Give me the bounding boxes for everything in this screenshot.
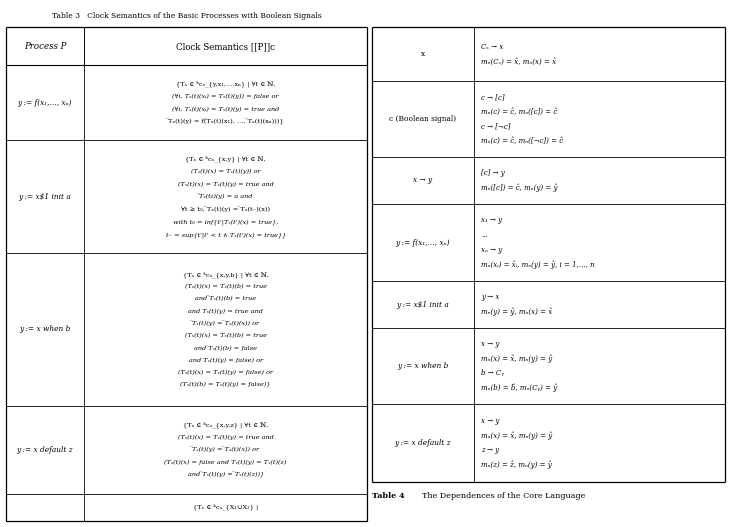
Text: y := f(x₁,..., xₙ): y := f(x₁,..., xₙ) <box>396 239 450 247</box>
Text: (Tₓ(t)(x) = Tₓ(t)(y) = false) or: (Tₓ(t)(x) = Tₓ(t)(y) = false) or <box>178 369 273 375</box>
Text: with t₀ = inf{t'|Tₓ(t')(x) = true},: with t₀ = inf{t'|Tₓ(t')(x) = true}, <box>173 219 278 225</box>
Text: mₙ(xᵢ) = x̂ᵢ, mₙ(y) = ŷ, i = 1,..., n: mₙ(xᵢ) = x̂ᵢ, mₙ(y) = ŷ, i = 1,..., n <box>481 260 595 269</box>
Text: Cₓ → x: Cₓ → x <box>481 43 504 51</box>
Text: y := x default z: y := x default z <box>17 446 73 454</box>
Text: mₙ(c) = ĉ, mₙ([¬c]) = ĉ: mₙ(c) = ĉ, mₙ([¬c]) = ĉ <box>481 137 564 145</box>
Text: y := x$1 init a: y := x$1 init a <box>18 193 71 201</box>
Text: {Tₓ ∈ ᵏcₓ_{X₁∪X₂} |: {Tₓ ∈ ᵏcₓ_{X₁∪X₂} | <box>193 504 258 511</box>
Text: (Tₓ(t)(b) = Tₓ(t)(y) = false)}: (Tₓ(t)(b) = Tₓ(t)(y) = false)} <box>180 382 271 387</box>
Text: mₙ(c) = ĉ, mₙ([c]) = ĉ: mₙ(c) = ĉ, mₙ([c]) = ĉ <box>481 108 558 116</box>
Text: mₙ(b) = b̂, mₙ(Cᵧ) = ŷ: mₙ(b) = b̂, mₙ(Cᵧ) = ŷ <box>481 384 558 393</box>
Text: and Tₓ(t)(y) = true and: and Tₓ(t)(y) = true and <box>188 308 263 314</box>
Text: x₁ → y: x₁ → y <box>481 217 502 225</box>
Text: (∀i, Tₓ(t)(xᵢ) = Tₓ(t)(y) = true and: (∀i, Tₓ(t)(xᵢ) = Tₓ(t)(y) = true and <box>172 106 279 112</box>
Text: b → Cᵧ: b → Cᵧ <box>481 369 504 377</box>
Text: y → x: y → x <box>481 293 499 301</box>
Text: mₙ(Cₓ) = x̂, mₙ(x) = x̂: mₙ(Cₓ) = x̂, mₙ(x) = x̂ <box>481 57 556 65</box>
Text: Table 4: Table 4 <box>372 492 405 501</box>
Text: c → [¬c]: c → [¬c] <box>481 122 510 131</box>
Text: ̅Tₓ(t₀)(y) = a and: ̅Tₓ(t₀)(y) = a and <box>199 194 252 199</box>
Text: y := x when b: y := x when b <box>19 325 71 334</box>
Text: mₙ(z) = ẑ, mₙ(y) = ŷ: mₙ(z) = ẑ, mₙ(y) = ŷ <box>481 461 552 469</box>
Text: and ̅Tₓ(t)(b) = false: and ̅Tₓ(t)(b) = false <box>194 345 257 350</box>
Text: ̅Tₓ(t)(y) = f(̅Tₓ(t)(x₁), ..., ̅Tₓ(t)(xₙ)))}: ̅Tₓ(t)(y) = f(̅Tₓ(t)(x₁), ..., ̅Tₓ(t)(xₙ… <box>168 119 284 125</box>
Text: {Tₓ ∈ ᵏcₓ_{x,y,z} | ∀t ∈ ℕ,: {Tₓ ∈ ᵏcₓ_{x,y,z} | ∀t ∈ ℕ, <box>183 421 268 428</box>
Text: mₙ(x) = x̂, mₙ(y) = ŷ: mₙ(x) = x̂, mₙ(y) = ŷ <box>481 431 553 440</box>
Text: y := x$1 init a: y := x$1 init a <box>397 300 449 309</box>
Text: mₙ([c]) = ĉ, mₙ(y) = ŷ: mₙ([c]) = ĉ, mₙ(y) = ŷ <box>481 183 558 192</box>
Text: x → y: x → y <box>481 340 499 348</box>
Text: Process P: Process P <box>23 42 66 51</box>
Text: {Tₓ ∈ ᵏcₓ_{y,x₁,...,xₙ} | ∀t ∈ ℕ,: {Tₓ ∈ ᵏcₓ_{y,x₁,...,xₙ} | ∀t ∈ ℕ, <box>176 81 276 87</box>
Text: (∀i, Tₓ(t)(xᵢ) = Tₓ(t)(y)) = false or: (∀i, Tₓ(t)(xᵢ) = Tₓ(t)(y)) = false or <box>172 94 279 99</box>
Text: ...: ... <box>481 231 488 239</box>
Text: x → y: x → y <box>481 417 499 425</box>
Text: Clock Semantics [[P]]ᴄ: Clock Semantics [[P]]ᴄ <box>176 42 275 51</box>
Text: (Tₓ(t)(x) = Tₓ(t)(b) = true: (Tₓ(t)(x) = Tₓ(t)(b) = true <box>184 333 267 338</box>
Text: mₙ(y) = ŷ, mₙ(x) = x̂: mₙ(y) = ŷ, mₙ(x) = x̂ <box>481 308 553 316</box>
Text: mₙ(x) = x̂, mₙ(y) = ŷ: mₙ(x) = x̂, mₙ(y) = ŷ <box>481 354 553 363</box>
Text: and ̅Tₓ(t)(y) = ̅Tₓ(t)(z))}: and ̅Tₓ(t)(y) = ̅Tₓ(t)(z))} <box>187 472 264 478</box>
Text: y := f(x₁,..., xₙ): y := f(x₁,..., xₙ) <box>17 99 72 107</box>
Text: and ̅Tₓ(t)(b) = true: and ̅Tₓ(t)(b) = true <box>195 296 256 301</box>
Text: c → [c]: c → [c] <box>481 93 504 101</box>
Text: {Tₓ ∈ ᵏcₓ_{x,y,b} | ∀t ∈ ℕ,: {Tₓ ∈ ᵏcₓ_{x,y,b} | ∀t ∈ ℕ, <box>183 271 268 278</box>
Text: {Tₓ ∈ ᵏcₓ_{x,y} | ∀t ∈ ℕ,: {Tₓ ∈ ᵏcₓ_{x,y} | ∀t ∈ ℕ, <box>185 155 266 162</box>
Text: and Tₓ(t)(y) = false) or: and Tₓ(t)(y) = false) or <box>189 357 262 363</box>
Text: xₙ → y: xₙ → y <box>481 246 502 254</box>
Text: (Tₓ(t)(x) = Tₓ(t)(y)) or: (Tₓ(t)(x) = Tₓ(t)(y)) or <box>191 169 260 174</box>
Text: (Tₓ(t)(x) = Tₓ(t)(y) = true and: (Tₓ(t)(x) = Tₓ(t)(y) = true and <box>178 181 273 187</box>
Text: z → y: z → y <box>481 446 499 454</box>
Text: [c] → y: [c] → y <box>481 169 505 177</box>
Text: ̅Tₓ(t)(y) = ̅Tₓ(t)(x)) or: ̅Tₓ(t)(y) = ̅Tₓ(t)(x)) or <box>192 320 260 326</box>
Text: ̅Tₓ(t)(y) = ̅Tₓ(t)(x)) or: ̅Tₓ(t)(y) = ̅Tₓ(t)(x)) or <box>192 447 260 453</box>
Text: y := x when b: y := x when b <box>397 362 448 370</box>
Text: (Tₓ(t)(x) = Tₓ(t)(y) = true and: (Tₓ(t)(x) = Tₓ(t)(y) = true and <box>178 434 273 440</box>
Text: x → y: x → y <box>413 177 432 184</box>
Text: x: x <box>421 50 425 58</box>
Text: y := x default z: y := x default z <box>394 439 451 447</box>
Text: Table 3   Clock Semantics of the Basic Processes with Boolean Signals: Table 3 Clock Semantics of the Basic Pro… <box>52 12 321 20</box>
Text: (Tₓ(t)(x) = Tₓ(t)(b) = true: (Tₓ(t)(x) = Tₓ(t)(b) = true <box>184 284 267 289</box>
Text: c (Boolean signal): c (Boolean signal) <box>389 115 456 123</box>
Text: The Dependences of the Core Language: The Dependences of the Core Language <box>412 492 585 501</box>
Text: t₋ = sup{t'|t' < t ∧ Tₓ(t')(x) = true}}: t₋ = sup{t'|t' < t ∧ Tₓ(t')(x) = true}} <box>165 232 286 238</box>
Text: ∀t ≥ t₀, ̅Tₓ(t)(y) = ̅Tₓ(t₋)(x)): ∀t ≥ t₀, ̅Tₓ(t)(y) = ̅Tₓ(t₋)(x)) <box>181 207 270 212</box>
Text: (Tₓ(t)(x) = false and Tₓ(t)(y) = Tₓ(t)(z): (Tₓ(t)(x) = false and Tₓ(t)(y) = Tₓ(t)(z… <box>165 460 286 465</box>
